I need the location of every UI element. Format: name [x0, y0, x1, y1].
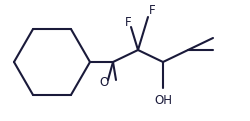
Text: F: F [125, 15, 131, 29]
Text: O: O [100, 76, 108, 90]
Text: F: F [149, 4, 155, 16]
Text: OH: OH [154, 94, 172, 106]
